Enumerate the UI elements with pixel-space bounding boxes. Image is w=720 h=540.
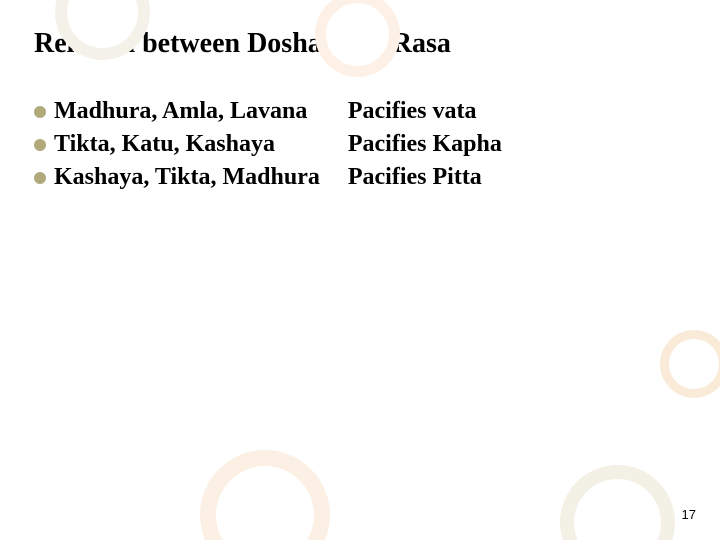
effect-text: Pacifies vata: [348, 98, 502, 125]
decor-circle: [315, 0, 400, 77]
bullet-icon: [34, 172, 46, 184]
effect-text: Pacifies Kapha: [348, 131, 502, 158]
slide: Relation between Doshas and Rasa Madhura…: [0, 0, 720, 540]
list-item: Madhura, Amla, Lavana: [34, 98, 320, 125]
list-item: Kashaya, Tikta, Madhura: [34, 164, 320, 191]
page-number: 17: [682, 507, 696, 522]
rasa-column: Madhura, Amla, Lavana Tikta, Katu, Kasha…: [34, 98, 320, 191]
effect-column: Pacifies vata Pacifies Kapha Pacifies Pi…: [348, 98, 502, 191]
rasa-text: Tikta, Katu, Kashaya: [54, 131, 275, 158]
rasa-text: Kashaya, Tikta, Madhura: [54, 164, 320, 191]
rasa-text: Madhura, Amla, Lavana: [54, 98, 307, 125]
decor-circle: [560, 465, 675, 540]
decor-circle: [660, 330, 720, 398]
effect-text: Pacifies Pitta: [348, 164, 502, 191]
list-item: Tikta, Katu, Kashaya: [34, 131, 320, 158]
decor-circle: [200, 450, 330, 540]
bullet-icon: [34, 139, 46, 151]
content: Madhura, Amla, Lavana Tikta, Katu, Kasha…: [34, 98, 686, 191]
bullet-icon: [34, 106, 46, 118]
